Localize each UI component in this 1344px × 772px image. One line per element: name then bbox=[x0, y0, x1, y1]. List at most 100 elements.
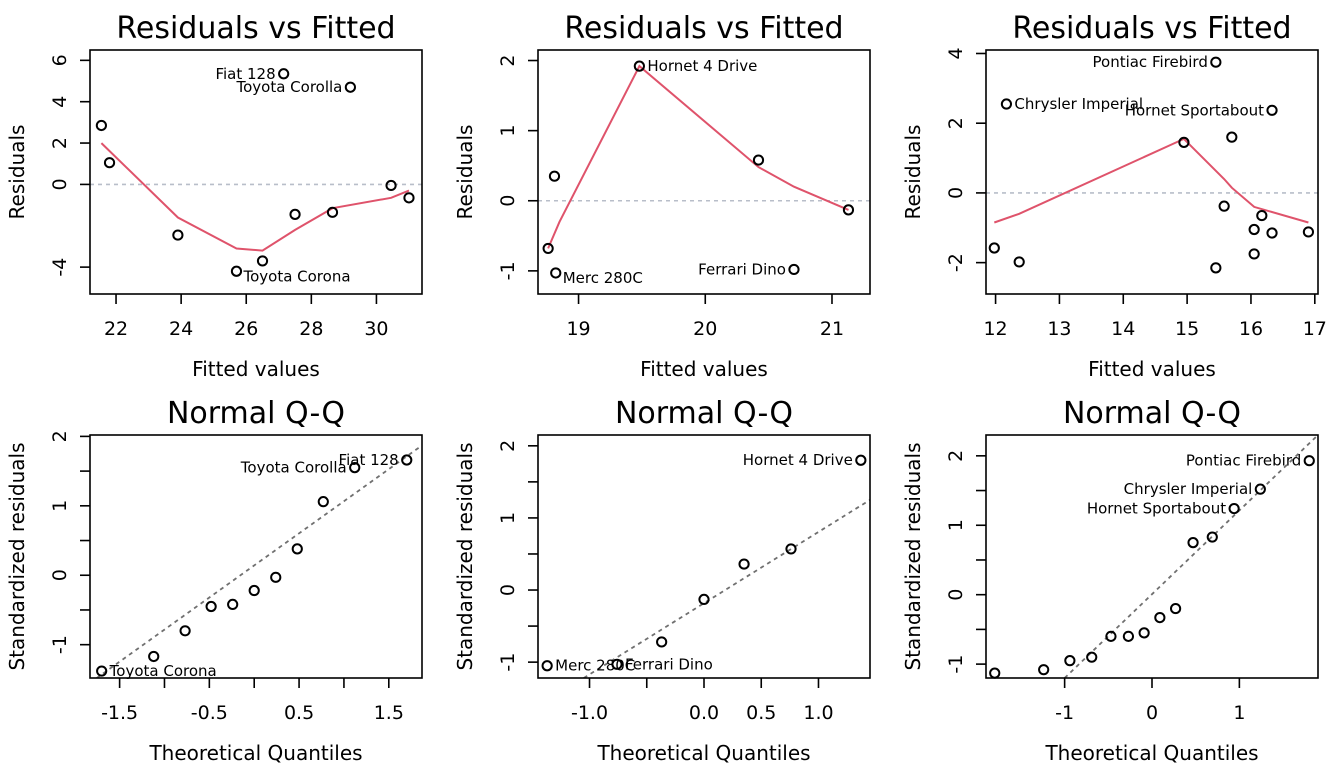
data-point bbox=[738, 558, 750, 570]
point-label: Pontiac Firebird bbox=[1186, 452, 1301, 470]
point-label: Toyota Corolla bbox=[236, 78, 343, 96]
y-tick-label: -4 bbox=[49, 258, 71, 277]
plot-frame bbox=[537, 49, 871, 295]
data-point bbox=[1178, 136, 1190, 148]
y-tick-label: 1 bbox=[497, 512, 519, 524]
data-point bbox=[1187, 537, 1199, 549]
data-point bbox=[1256, 209, 1268, 222]
smoother-line bbox=[993, 137, 1309, 224]
y-tick-label: -2 bbox=[945, 253, 967, 272]
x-tick-label: 17 bbox=[1303, 318, 1327, 340]
point-label: Ferrari Dino bbox=[625, 655, 713, 673]
x-tick-label: 20 bbox=[693, 318, 717, 340]
x-tick-label: 15 bbox=[1175, 318, 1199, 340]
data-point bbox=[1064, 655, 1076, 667]
smoother-line bbox=[547, 64, 849, 249]
x-tick-label: 14 bbox=[1111, 318, 1135, 340]
plot-frame bbox=[985, 49, 1319, 295]
data-point bbox=[988, 242, 1000, 254]
data-point bbox=[1248, 223, 1260, 236]
data-point bbox=[541, 660, 553, 672]
data-point bbox=[385, 179, 397, 192]
y-tick-label: 6 bbox=[49, 54, 71, 66]
qq-reference-line bbox=[95, 444, 422, 678]
plot-frame bbox=[89, 49, 423, 295]
y-axis-label: Residuals bbox=[453, 125, 477, 220]
y-tick-label: 4 bbox=[945, 47, 967, 59]
x-tick-label: 26 bbox=[234, 318, 258, 340]
data-point bbox=[855, 454, 867, 466]
x-tick-label: 16 bbox=[1239, 318, 1263, 340]
data-point bbox=[1266, 104, 1278, 116]
y-tick-label: 4 bbox=[49, 96, 71, 108]
x-tick-label: 12 bbox=[983, 318, 1007, 340]
y-tick-label: -1 bbox=[497, 653, 519, 672]
x-tick-label: -1.0 bbox=[571, 702, 608, 724]
data-point bbox=[230, 265, 243, 277]
data-point bbox=[1228, 502, 1240, 515]
data-point bbox=[344, 81, 356, 93]
data-point bbox=[103, 157, 116, 169]
point-label: Hornet 4 Drive bbox=[647, 57, 757, 75]
x-tick-label: 1 bbox=[1233, 702, 1245, 724]
x-tick-label: 1.5 bbox=[374, 702, 404, 724]
panel-title: Normal Q-Q bbox=[1063, 396, 1241, 431]
panel-title: Residuals vs Fitted bbox=[116, 11, 395, 46]
data-point bbox=[278, 68, 290, 80]
point-label: Chrysler Imperial bbox=[1014, 95, 1143, 113]
panel-5: Normal Q-Q Theoretical Quantiles Standardi… bbox=[453, 396, 871, 765]
x-tick-label: -0.5 bbox=[191, 702, 228, 724]
data-point bbox=[1086, 651, 1098, 663]
y-axis-label: Standardized residuals bbox=[901, 442, 925, 670]
panel-title: Normal Q-Q bbox=[167, 396, 345, 431]
data-point bbox=[1303, 455, 1315, 467]
data-point bbox=[205, 600, 217, 613]
data-point bbox=[317, 496, 329, 508]
data-point bbox=[1122, 630, 1135, 642]
data-point bbox=[1266, 227, 1278, 239]
data-point bbox=[1248, 248, 1260, 260]
data-point bbox=[1206, 531, 1218, 543]
point-label: Hornet 4 Drive bbox=[743, 451, 853, 469]
point-label: Toyota Corolla bbox=[240, 459, 347, 477]
data-point bbox=[227, 598, 239, 611]
data-point bbox=[326, 206, 339, 218]
plot-frame bbox=[89, 434, 423, 679]
x-axis-label: Theoretical Quantiles bbox=[148, 741, 362, 765]
qq-reference-line bbox=[1064, 435, 1318, 678]
y-tick-label: 1 bbox=[49, 500, 71, 512]
data-point bbox=[548, 170, 561, 182]
y-tick-label: 0 bbox=[49, 569, 71, 581]
panel-1: Residuals vs Fitted Fitted values Residual… bbox=[5, 11, 423, 381]
panel-title: Residuals vs Fitted bbox=[564, 11, 843, 46]
data-point bbox=[270, 571, 282, 583]
point-label: Hornet Sportabout bbox=[1125, 101, 1264, 119]
data-point bbox=[785, 543, 797, 555]
plot-frame bbox=[985, 434, 1319, 679]
point-label: Toyota Corona bbox=[242, 267, 350, 285]
x-tick-label: 0 bbox=[1146, 702, 1158, 724]
y-tick-label: 2 bbox=[945, 117, 967, 129]
data-point bbox=[291, 543, 303, 555]
y-tick-label: 0 bbox=[49, 178, 71, 190]
x-axis-label: Fitted values bbox=[192, 357, 320, 381]
x-tick-label: 21 bbox=[820, 318, 844, 340]
y-tick-label: 1 bbox=[497, 125, 519, 137]
x-tick-label: 0.5 bbox=[746, 702, 776, 724]
x-tick-label: -1.5 bbox=[101, 702, 138, 724]
y-tick-label: 2 bbox=[497, 440, 519, 452]
x-axis-label: Fitted values bbox=[1088, 357, 1216, 381]
data-point bbox=[611, 658, 623, 670]
data-point bbox=[248, 584, 260, 597]
y-tick-label: 0 bbox=[497, 584, 519, 596]
data-point bbox=[96, 665, 108, 677]
panel-3: Residuals vs Fitted Fitted values Residual… bbox=[901, 11, 1327, 381]
data-point bbox=[1210, 56, 1222, 68]
data-point bbox=[1000, 98, 1013, 110]
data-point bbox=[1302, 226, 1315, 238]
x-tick-label: 0.5 bbox=[284, 702, 314, 724]
data-point bbox=[788, 263, 800, 276]
x-tick-label: 28 bbox=[299, 318, 323, 340]
